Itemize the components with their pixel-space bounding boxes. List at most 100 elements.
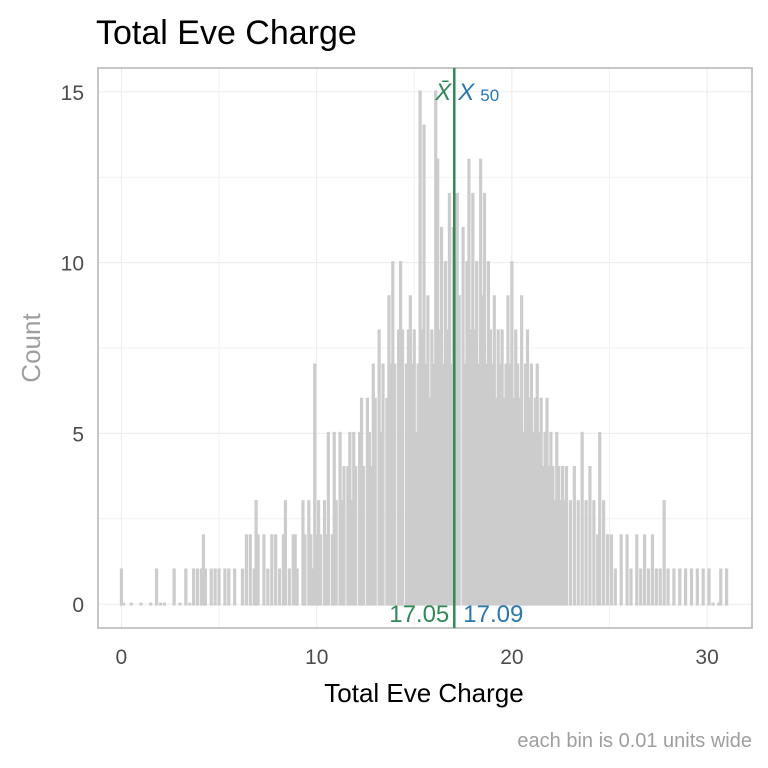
histogram-bar xyxy=(223,568,227,606)
histogram-bar xyxy=(287,568,291,606)
histogram-bar xyxy=(535,363,539,606)
histogram-bar xyxy=(324,534,329,606)
histogram-bar xyxy=(666,568,670,606)
histogram-bar xyxy=(158,602,163,606)
histogram-bar xyxy=(233,568,237,606)
histogram-bar xyxy=(494,397,498,606)
histogram-bar xyxy=(149,602,153,606)
histogram-bar xyxy=(389,363,393,606)
histogram-bar xyxy=(510,261,514,606)
histogram-bar xyxy=(184,568,188,606)
histogram-bar xyxy=(463,363,467,606)
histogram-bar xyxy=(561,466,565,606)
histogram-bar xyxy=(576,500,580,606)
histogram-bar xyxy=(613,568,617,606)
histogram-bar xyxy=(467,158,471,606)
histogram-bar xyxy=(545,397,549,606)
histogram-bar xyxy=(359,397,364,606)
histogram-bar xyxy=(361,466,366,606)
histogram-bar xyxy=(482,192,487,606)
histogram-bar xyxy=(369,466,373,606)
x-tick-label: 20 xyxy=(500,646,523,669)
histogram-bar xyxy=(397,329,401,606)
histogram-bar xyxy=(512,397,516,606)
histogram-bar xyxy=(406,329,411,606)
histogram-bar xyxy=(252,568,256,606)
histogram-bar xyxy=(254,500,258,606)
histogram-bar xyxy=(441,363,446,606)
histogram-bar xyxy=(367,431,371,606)
histogram-bar xyxy=(172,568,176,606)
histogram-bar xyxy=(270,534,274,606)
histogram-bar xyxy=(541,466,545,606)
histogram-bar xyxy=(469,329,473,606)
histogram-bar xyxy=(213,568,217,606)
histogram-bar xyxy=(514,329,518,606)
histogram-bar xyxy=(438,329,442,606)
histogram-bar xyxy=(377,329,381,606)
histogram-bar xyxy=(602,500,606,606)
histogram-bar xyxy=(277,568,282,606)
histogram-bar xyxy=(393,363,397,606)
histogram-bar xyxy=(416,363,420,606)
histogram-bar xyxy=(502,397,506,606)
histogram-bar xyxy=(436,158,440,606)
histogram-bar xyxy=(521,431,526,606)
histogram-bar xyxy=(473,329,477,606)
median-subscript: 50 xyxy=(480,86,499,105)
histogram-bar xyxy=(420,329,424,606)
histogram-bar xyxy=(129,602,133,606)
histogram-bar xyxy=(725,568,729,606)
histogram-bar xyxy=(490,363,494,606)
histogram-bar xyxy=(471,192,475,606)
histogram-bar xyxy=(486,261,491,606)
histogram-bar xyxy=(432,363,436,606)
histogram-bar xyxy=(559,500,563,606)
histogram-bar xyxy=(580,431,584,606)
histogram-bar xyxy=(315,534,319,606)
histogram-bar xyxy=(553,500,557,606)
histogram-bar xyxy=(318,534,323,606)
histogram-bars xyxy=(119,90,729,606)
plot-border xyxy=(97,67,753,629)
histogram-bar xyxy=(381,363,385,606)
histogram-bar xyxy=(609,534,614,606)
histogram-bar xyxy=(391,261,395,606)
histogram-bar xyxy=(201,534,206,606)
y-axis-title: Count xyxy=(16,313,46,383)
histogram-bar xyxy=(498,363,502,606)
histogram-bar xyxy=(424,363,428,606)
mean-value-label: 17.05 xyxy=(389,601,449,628)
histogram-bar xyxy=(262,534,266,606)
histogram-bar xyxy=(350,500,354,606)
histogram-bar xyxy=(672,568,676,606)
histogram-bar xyxy=(529,363,533,606)
histogram-bar xyxy=(404,363,409,606)
histogram-bar xyxy=(488,329,492,606)
histogram-bar xyxy=(504,363,508,606)
histogram-bar xyxy=(480,295,485,606)
histogram-bar xyxy=(520,295,524,606)
y-axis-ticks: 0 5 10 15 xyxy=(61,82,84,617)
histogram-bar xyxy=(518,397,522,606)
histogram-bar xyxy=(303,534,307,606)
histogram-bar xyxy=(479,158,483,606)
x-tick-label: 30 xyxy=(695,646,718,669)
histogram-bar xyxy=(301,500,305,606)
histogram-bar xyxy=(371,363,375,606)
histogram-bar xyxy=(496,329,500,606)
histogram-bar xyxy=(274,534,278,606)
histogram-bar xyxy=(410,363,414,606)
histogram-bar xyxy=(373,397,377,606)
histogram-bar xyxy=(684,568,688,606)
histogram-bar xyxy=(412,329,416,606)
histogram-bar xyxy=(619,534,623,606)
histogram-bar xyxy=(256,534,260,606)
histogram-bar xyxy=(572,466,576,606)
histogram-bar xyxy=(445,329,450,606)
histogram-bar xyxy=(199,568,204,606)
histogram-bar xyxy=(295,568,299,606)
histogram-bar xyxy=(317,500,321,606)
histogram-bar xyxy=(646,568,651,606)
mean-symbol: X̄ xyxy=(434,79,452,106)
